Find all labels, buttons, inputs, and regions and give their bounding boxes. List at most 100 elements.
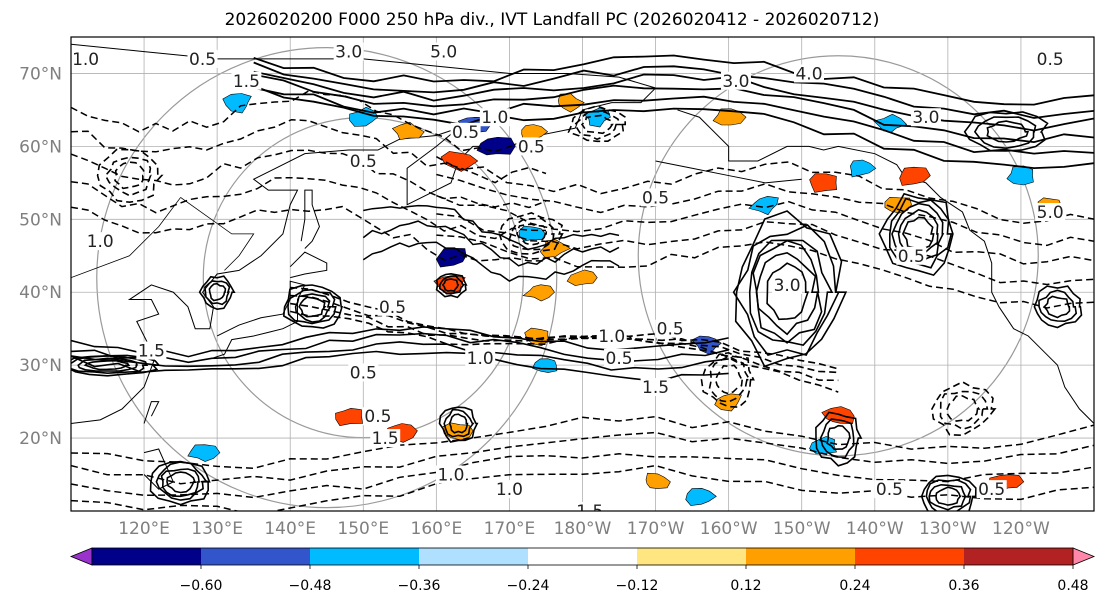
negative-contour-ring	[104, 156, 152, 197]
contour-label-background	[655, 319, 686, 338]
positive-contour-ring	[963, 111, 1049, 152]
projection-circle	[96, 47, 558, 509]
divergence-shade	[873, 113, 908, 133]
contour-label: 1.0	[87, 232, 114, 252]
latitude-labels: 70°N 60°N 50°N 40°N 30°N 20°N	[19, 64, 62, 449]
positive-contour	[363, 204, 620, 251]
negative-contour	[436, 194, 1094, 265]
negative-contour	[71, 176, 547, 240]
positive-contour-ring	[441, 278, 460, 292]
contour-label: 1.0	[467, 349, 494, 369]
contour-label-background	[187, 49, 218, 68]
contour-label-background	[1035, 49, 1066, 68]
contour-label-background	[348, 363, 379, 382]
contour-label: 0.5	[379, 298, 406, 318]
latitude-tick-label: 40°N	[19, 283, 62, 303]
negative-contour	[71, 415, 1094, 470]
positive-contour-ring	[732, 224, 840, 357]
contour-label: 1.0	[598, 327, 625, 347]
contour-label-background	[362, 407, 393, 426]
contour-label-background	[231, 71, 262, 90]
colorbar-tick-label: 0.12	[730, 578, 761, 594]
negative-contour-ring	[946, 395, 981, 422]
positive-contour	[253, 54, 1094, 106]
divergence-shade	[566, 269, 598, 286]
positive-contour-ring	[986, 120, 1030, 143]
colorbar-tick-label: 0.36	[948, 578, 979, 594]
divergence-shade	[335, 407, 364, 427]
positive-contour	[253, 85, 1094, 170]
positive-contour-ring	[755, 251, 819, 336]
longitude-tick-label: 120°W	[992, 519, 1050, 539]
negative-contour	[71, 431, 1094, 485]
contour-label-background	[494, 480, 525, 499]
contour-label: 1.5	[642, 378, 669, 398]
contour-label-background	[479, 108, 510, 127]
contour-label: 0.5	[1037, 50, 1064, 70]
colorbar-segment	[92, 548, 202, 565]
divergence-shade	[645, 472, 671, 489]
divergence-shade	[222, 93, 252, 114]
positive-contour-ring	[287, 288, 337, 325]
contour-labels: 1.0 0.51.53.0 5.00.50.51.00.50.53.0 4.03.00…	[71, 42, 1066, 511]
colorbar-segment	[419, 548, 529, 565]
contour-label: 1.5	[372, 429, 399, 449]
divergence-shade	[391, 121, 425, 141]
contour-label: 0.5	[189, 50, 216, 70]
positive-contour-ring	[752, 239, 823, 344]
contour-label-background	[465, 348, 496, 367]
contour-label-background	[604, 348, 635, 367]
contour-label: 0.5	[978, 480, 1005, 500]
contour-label: 0.5	[898, 247, 925, 267]
contour-label: 0.5	[518, 137, 545, 157]
contour-label-background	[136, 341, 167, 360]
positive-contour	[362, 220, 620, 267]
positive-contour	[71, 341, 729, 371]
negative-contour-ring	[567, 105, 627, 143]
positive-contour-ring	[435, 272, 468, 299]
contour-label-background	[333, 42, 364, 61]
contour-label-background	[85, 232, 116, 251]
coastline	[300, 189, 320, 249]
longitude-tick-label: 140°W	[846, 519, 904, 539]
divergence-shade	[821, 406, 855, 424]
positive-contour-ring	[204, 280, 231, 306]
contour-label: 1.0	[481, 108, 508, 128]
contour-label: 4.0	[795, 64, 822, 84]
negative-contour	[436, 156, 1094, 224]
map-area: 1.0 0.51.53.0 5.00.50.51.00.50.53.0 4.03.00…	[70, 36, 1095, 512]
contour-label-background	[896, 246, 927, 265]
positive-contour-ring	[973, 116, 1037, 150]
contour-label: 1.0	[72, 50, 99, 70]
coastline	[143, 401, 160, 424]
contour-label: 1.0	[496, 480, 523, 500]
colorbar-segment	[310, 548, 420, 565]
colorbar-tick-label: 0.48	[1057, 578, 1088, 594]
longitude-tick-label: 150°E	[337, 519, 389, 539]
contour-label-background	[720, 71, 751, 90]
colorbar-extend-max	[1072, 547, 1096, 566]
colorbar-segment	[528, 548, 638, 565]
colorbar-tick-label: −0.60	[180, 578, 223, 594]
negative-contour-ring	[580, 114, 614, 135]
longitude-tick-label: 130°W	[919, 519, 977, 539]
positive-contour-ring	[438, 406, 479, 443]
negative-contour-ring	[96, 148, 164, 204]
positive-contour	[253, 87, 1094, 155]
contour-label: 0.5	[350, 363, 377, 383]
negative-contour-ring	[498, 212, 564, 255]
colorbar-extend-min	[69, 547, 93, 566]
divergence-shade	[849, 159, 877, 178]
positive-contour-ring	[815, 411, 863, 467]
contour-label-background	[574, 502, 605, 511]
colorbar-segment	[964, 548, 1074, 565]
coastline	[655, 160, 802, 184]
positive-contour	[253, 61, 1094, 119]
negative-contour-ring	[708, 355, 752, 403]
longitude-tick-label: 170°W	[627, 519, 685, 539]
political-border	[180, 197, 255, 271]
projection-circle	[637, 55, 1039, 457]
divergence-shade	[685, 487, 717, 506]
divergence-shade	[712, 108, 747, 126]
